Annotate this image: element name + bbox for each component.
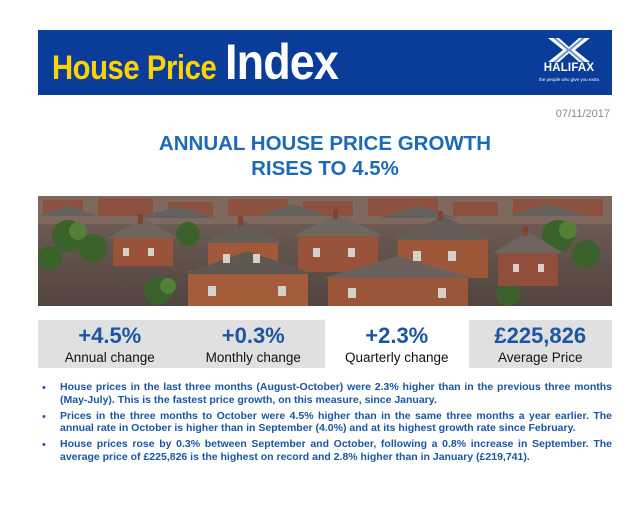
bullet-icon: • — [42, 439, 46, 452]
bullet-text: House prices rose by 0.3% between Septem… — [60, 438, 612, 463]
stat-value: £225,826 — [494, 323, 587, 348]
stat-value: +2.3% — [365, 323, 429, 348]
stat-label: Quarterly change — [344, 350, 449, 365]
header-banner: House Price Index HALIFAX the people who… — [38, 30, 612, 95]
bullet-text: Prices in the three months to October we… — [60, 409, 612, 435]
headline-line-2: RISES TO 4.5% — [251, 157, 399, 180]
stat-label: Annual change — [64, 350, 155, 365]
stat-label: Average Price — [497, 350, 583, 365]
summary-bullets: • House prices in the last three months … — [38, 381, 612, 467]
publication-date: 07/11/2017 — [555, 108, 610, 120]
stat-quarterly-change: +2.3% Quarterly change — [325, 320, 469, 368]
halifax-x-icon — [548, 38, 590, 62]
list-item: • House prices rose by 0.3% between Sept… — [38, 438, 612, 464]
halifax-tagline: the people who give you extra — [539, 77, 599, 82]
halifax-logo-text: HALIFAX — [543, 62, 595, 74]
stat-average-price: £225,826 Average Price — [468, 320, 612, 368]
bullet-icon: • — [42, 382, 46, 394]
stat-value: +4.5% — [78, 323, 142, 348]
houses-photo — [38, 196, 612, 306]
list-item: • House prices in the last three months … — [38, 381, 612, 407]
stat-annual-change: +4.5% Annual change — [38, 320, 182, 368]
bullet-text: House prices in the last three months (A… — [60, 381, 612, 406]
list-item: • Prices in the three months to October … — [38, 410, 612, 436]
houses-photo-image — [38, 196, 612, 306]
bullet-icon: • — [42, 410, 46, 423]
report-title-big: Index — [225, 34, 339, 90]
report-title: House Price Index — [52, 36, 351, 88]
key-stats: +4.5% Annual change +0.3% Monthly change… — [38, 320, 612, 368]
report-title-small: House Price — [52, 49, 217, 87]
stat-monthly-change: +0.3% Monthly change — [181, 320, 325, 368]
stat-value: +0.3% — [221, 323, 285, 348]
headline-line-1: ANNUAL HOUSE PRICE GROWTH — [158, 132, 492, 155]
stat-label: Monthly change — [205, 350, 301, 365]
headline: ANNUAL HOUSE PRICE GROWTH RISES TO 4.5% — [38, 131, 612, 181]
halifax-logo: HALIFAX the people who give you extra — [534, 38, 604, 88]
